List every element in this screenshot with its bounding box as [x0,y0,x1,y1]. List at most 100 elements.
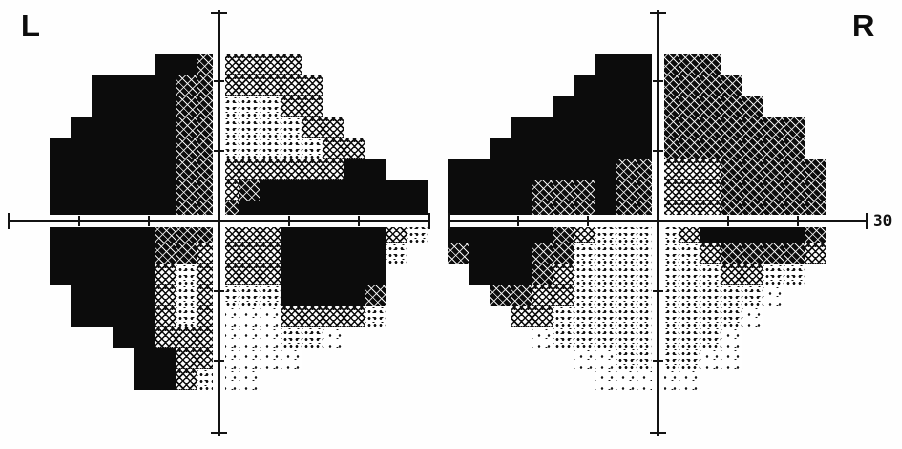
field-cell [155,159,176,180]
field-cell [92,243,113,264]
field-cell [113,117,134,138]
field-cell [323,327,344,348]
field-cell [113,159,134,180]
field-cell [344,222,365,243]
field-cell [302,222,323,243]
field-cell [595,264,616,285]
field-cell [595,159,616,180]
field-cell [679,222,700,243]
field-cell [469,222,490,243]
field-cell [616,159,637,180]
field-cell [700,306,721,327]
field-cell [553,117,574,138]
axis-tick [214,150,224,152]
field-cell [616,264,637,285]
field-cell [805,180,826,201]
field-cell [260,96,281,117]
axis-tick [653,150,663,152]
field-cell [176,348,197,369]
field-cell [197,96,218,117]
axis-tick [214,360,224,362]
field-cell [113,285,134,306]
field-cell [134,159,155,180]
axis-end-cap [448,213,450,229]
field-cell [805,243,826,264]
field-cell [71,138,92,159]
field-cell [574,306,595,327]
field-cell [197,222,218,243]
field-cell [344,138,365,159]
field-cell [155,306,176,327]
field-cell [113,96,134,117]
field-cell [721,159,742,180]
field-cell [197,285,218,306]
field-cell [176,75,197,96]
axis-tick [727,216,729,226]
field-cell [176,243,197,264]
field-cell [176,54,197,75]
field-cell [260,117,281,138]
field-cell [134,327,155,348]
field-cell [71,180,92,201]
field-cell [532,117,553,138]
field-cell [176,96,197,117]
field-cell [553,138,574,159]
axis-tick [148,216,150,226]
field-cell [71,285,92,306]
field-cell [239,348,260,369]
axis-tick [214,80,224,82]
field-cell [323,264,344,285]
field-cell [92,138,113,159]
field-cell [260,180,281,201]
field-cell [553,222,574,243]
field-cell [113,180,134,201]
field-cell [490,243,511,264]
field-cell [574,222,595,243]
axis-end-cap [650,12,666,14]
field-cell [260,54,281,75]
field-cell [323,180,344,201]
field-cell [239,159,260,180]
field-cell [679,96,700,117]
field-cell [155,243,176,264]
axis-tick [78,216,80,226]
axis-tick [653,360,663,362]
axis-tick [358,216,360,226]
field-cell [323,117,344,138]
field-cell [616,222,637,243]
axis-end-cap [428,213,430,229]
field-cell [197,264,218,285]
field-cell [71,243,92,264]
field-cell [532,159,553,180]
field-cell [113,222,134,243]
field-cell [679,54,700,75]
field-cell [490,180,511,201]
field-cell [302,264,323,285]
field-cell [616,306,637,327]
field-cell [344,285,365,306]
field-cell [197,369,218,390]
field-cell [511,159,532,180]
field-cell [197,180,218,201]
field-cell [721,327,742,348]
field-cell [260,264,281,285]
field-cell [721,348,742,369]
field-cell [574,75,595,96]
axis-tick [653,80,663,82]
field-cell [92,180,113,201]
right-eye-label: R [852,8,875,43]
field-cell [742,243,763,264]
field-cell [595,117,616,138]
field-cell [679,180,700,201]
field-cell [323,159,344,180]
field-cell [721,222,742,243]
field-cell [490,285,511,306]
field-cell [742,285,763,306]
field-cell [700,222,721,243]
field-cell [71,264,92,285]
field-cell [448,222,469,243]
field-cell [92,222,113,243]
field-cell [511,222,532,243]
field-cell [700,285,721,306]
